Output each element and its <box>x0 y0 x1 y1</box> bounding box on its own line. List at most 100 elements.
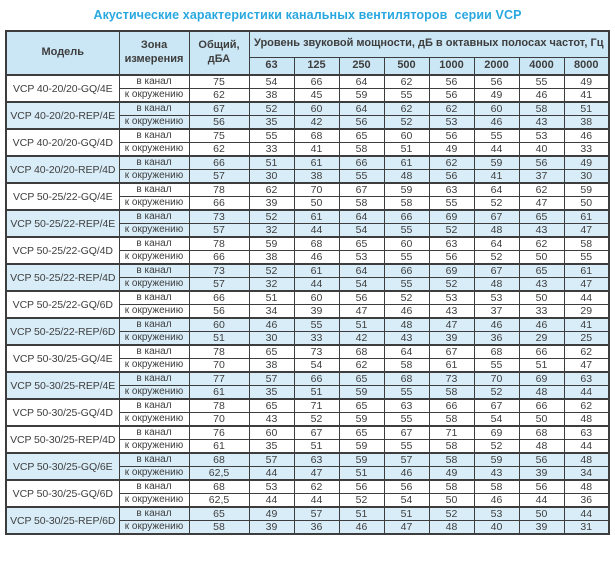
band-level-cell-125: 50 <box>293 196 340 211</box>
band-level-cell-125: 41 <box>293 142 340 157</box>
band-level-cell-125: 63 <box>293 452 340 467</box>
band-level-cell-500: 58 <box>383 358 430 373</box>
band-level-cell-1000: 56 <box>428 250 475 265</box>
band-level-cell-2000: 58 <box>473 479 520 494</box>
band-level-cell-125: 68 <box>293 236 340 251</box>
band-level-cell-8000: 63 <box>563 371 610 386</box>
band-level-cell-63: 57 <box>248 371 295 386</box>
zone-cell: к окружению <box>118 331 190 346</box>
band-level-cell-500: 67 <box>383 425 430 440</box>
band-level-cell-63: 44 <box>248 466 295 481</box>
band-level-cell-63: 46 <box>248 317 295 332</box>
band-level-cell-1000: 56 <box>428 128 475 143</box>
table-row: VCP 40-20/20-GQ/4E в канал 75 54 66 64 62 56 56 5… <box>5 74 610 103</box>
zone-cell: к окружению <box>118 385 190 400</box>
table-row: VCP 50-30/25-REP/6D в канал 65 49 57 51 51 52 53… <box>5 506 610 535</box>
band-level-cell-250: 62 <box>338 358 385 373</box>
band-level-cell-250: 64 <box>338 74 385 89</box>
band-level-cell-63: 30 <box>248 169 295 184</box>
band-level-cell-125: 44 <box>293 223 340 238</box>
band-level-cell-125: 51 <box>293 439 340 454</box>
table-row: к окружению 58 39 36 46 47 48 40 39 31 <box>6 520 610 535</box>
band-level-cell-4000: 46 <box>518 88 565 103</box>
band-level-cell-4000: 56 <box>518 452 565 467</box>
band-level-cell-125: 57 <box>293 506 340 521</box>
acoustic-table-body: VCP 40-20/20-GQ/4E в канал 75 54 66 64 62 56 56 5… <box>5 74 610 535</box>
table-row: VCP 50-30/25-REP/4D в канал 76 60 67 65 67 71 69… <box>5 425 610 454</box>
band-level-cell-1000: 62 <box>428 155 475 170</box>
total-dba-cell: 66 <box>188 196 250 211</box>
band-level-cell-1000: 56 <box>428 74 475 89</box>
band-level-cell-63: 65 <box>248 344 295 359</box>
band-level-cell-500: 62 <box>383 74 430 89</box>
band-level-cell-125: 47 <box>293 466 340 481</box>
zone-cell: к окружению <box>118 493 190 508</box>
band-level-cell-2000: 68 <box>473 344 520 359</box>
total-dba-cell: 75 <box>188 74 250 89</box>
zone-cell: к окружению <box>118 277 190 292</box>
band-level-cell-500: 48 <box>383 169 430 184</box>
band-level-cell-63: 35 <box>248 385 295 400</box>
model-cell: VCP 40-20/20-REP/4D <box>5 155 120 184</box>
band-level-cell-63: 34 <box>248 304 295 319</box>
total-dba-cell: 77 <box>188 371 250 386</box>
table-row: VCP 50-30/25-GQ/6E в канал 68 57 63 59 57 58 59 5… <box>5 452 610 481</box>
band-level-cell-1000: 39 <box>428 331 475 346</box>
band-level-cell-125: 60 <box>293 101 340 116</box>
table-row: к окружению 56 35 42 56 52 53 46 43 38 <box>6 115 610 130</box>
zone-cell: в канал <box>118 236 190 251</box>
total-dba-cell: 67 <box>188 101 250 116</box>
band-level-cell-4000: 43 <box>518 115 565 130</box>
total-dba-cell: 78 <box>188 344 250 359</box>
band-level-cell-8000: 48 <box>563 412 610 427</box>
band-level-cell-500: 63 <box>383 398 430 413</box>
zone-cell: к окружению <box>118 196 190 211</box>
band-level-cell-4000: 37 <box>518 169 565 184</box>
band-level-cell-2000: 67 <box>473 398 520 413</box>
band-level-cell-250: 51 <box>338 506 385 521</box>
band-level-cell-250: 52 <box>338 493 385 508</box>
band-level-cell-4000: 58 <box>518 101 565 116</box>
model-cell: VCP 50-30/25-GQ/4D <box>5 398 120 427</box>
zone-cell: в канал <box>118 74 190 89</box>
band-level-cell-63: 35 <box>248 115 295 130</box>
total-dba-cell: 66 <box>188 290 250 305</box>
zone-cell: к окружению <box>118 115 190 130</box>
band-level-cell-125: 73 <box>293 344 340 359</box>
band-level-cell-4000: 40 <box>518 142 565 157</box>
band-level-cell-125: 66 <box>293 74 340 89</box>
band-level-cell-8000: 63 <box>563 425 610 440</box>
band-level-cell-125: 38 <box>293 169 340 184</box>
band-level-cell-8000: 62 <box>563 398 610 413</box>
table-row: VCP 50-25/22-GQ/4D в канал 78 59 68 65 60 63 64 6… <box>5 236 610 265</box>
total-dba-cell: 56 <box>188 304 250 319</box>
band-level-cell-125: 68 <box>293 128 340 143</box>
zone-cell: к окружению <box>118 412 190 427</box>
band-level-cell-63: 60 <box>248 425 295 440</box>
band-level-cell-2000: 52 <box>473 250 520 265</box>
band-level-cell-8000: 49 <box>563 74 610 89</box>
zone-cell: в канал <box>118 128 190 143</box>
zone-cell: к окружению <box>118 142 190 157</box>
band-level-cell-4000: 48 <box>518 439 565 454</box>
model-cell: VCP 40-20/20-GQ/4D <box>5 128 120 157</box>
zone-cell: к окружению <box>118 358 190 373</box>
band-level-cell-2000: 46 <box>473 115 520 130</box>
total-dba-cell: 62 <box>188 88 250 103</box>
model-cell: VCP 50-30/25-REP/6D <box>5 506 120 535</box>
zone-cell: в канал <box>118 182 190 197</box>
band-level-cell-8000: 29 <box>563 304 610 319</box>
band-level-cell-63: 65 <box>248 398 295 413</box>
model-cell: VCP 50-30/25-REP/4E <box>5 371 120 400</box>
band-level-cell-2000: 70 <box>473 371 520 386</box>
band-level-cell-63: 30 <box>248 331 295 346</box>
zone-cell: в канал <box>118 263 190 278</box>
band-level-cell-1000: 56 <box>428 169 475 184</box>
band-level-cell-1000: 52 <box>428 277 475 292</box>
band-level-cell-500: 55 <box>383 439 430 454</box>
band-level-cell-125: 44 <box>293 493 340 508</box>
band-level-cell-1000: 52 <box>428 223 475 238</box>
band-level-cell-4000: 55 <box>518 74 565 89</box>
zone-cell: в канал <box>118 425 190 440</box>
band-level-cell-125: 51 <box>293 385 340 400</box>
